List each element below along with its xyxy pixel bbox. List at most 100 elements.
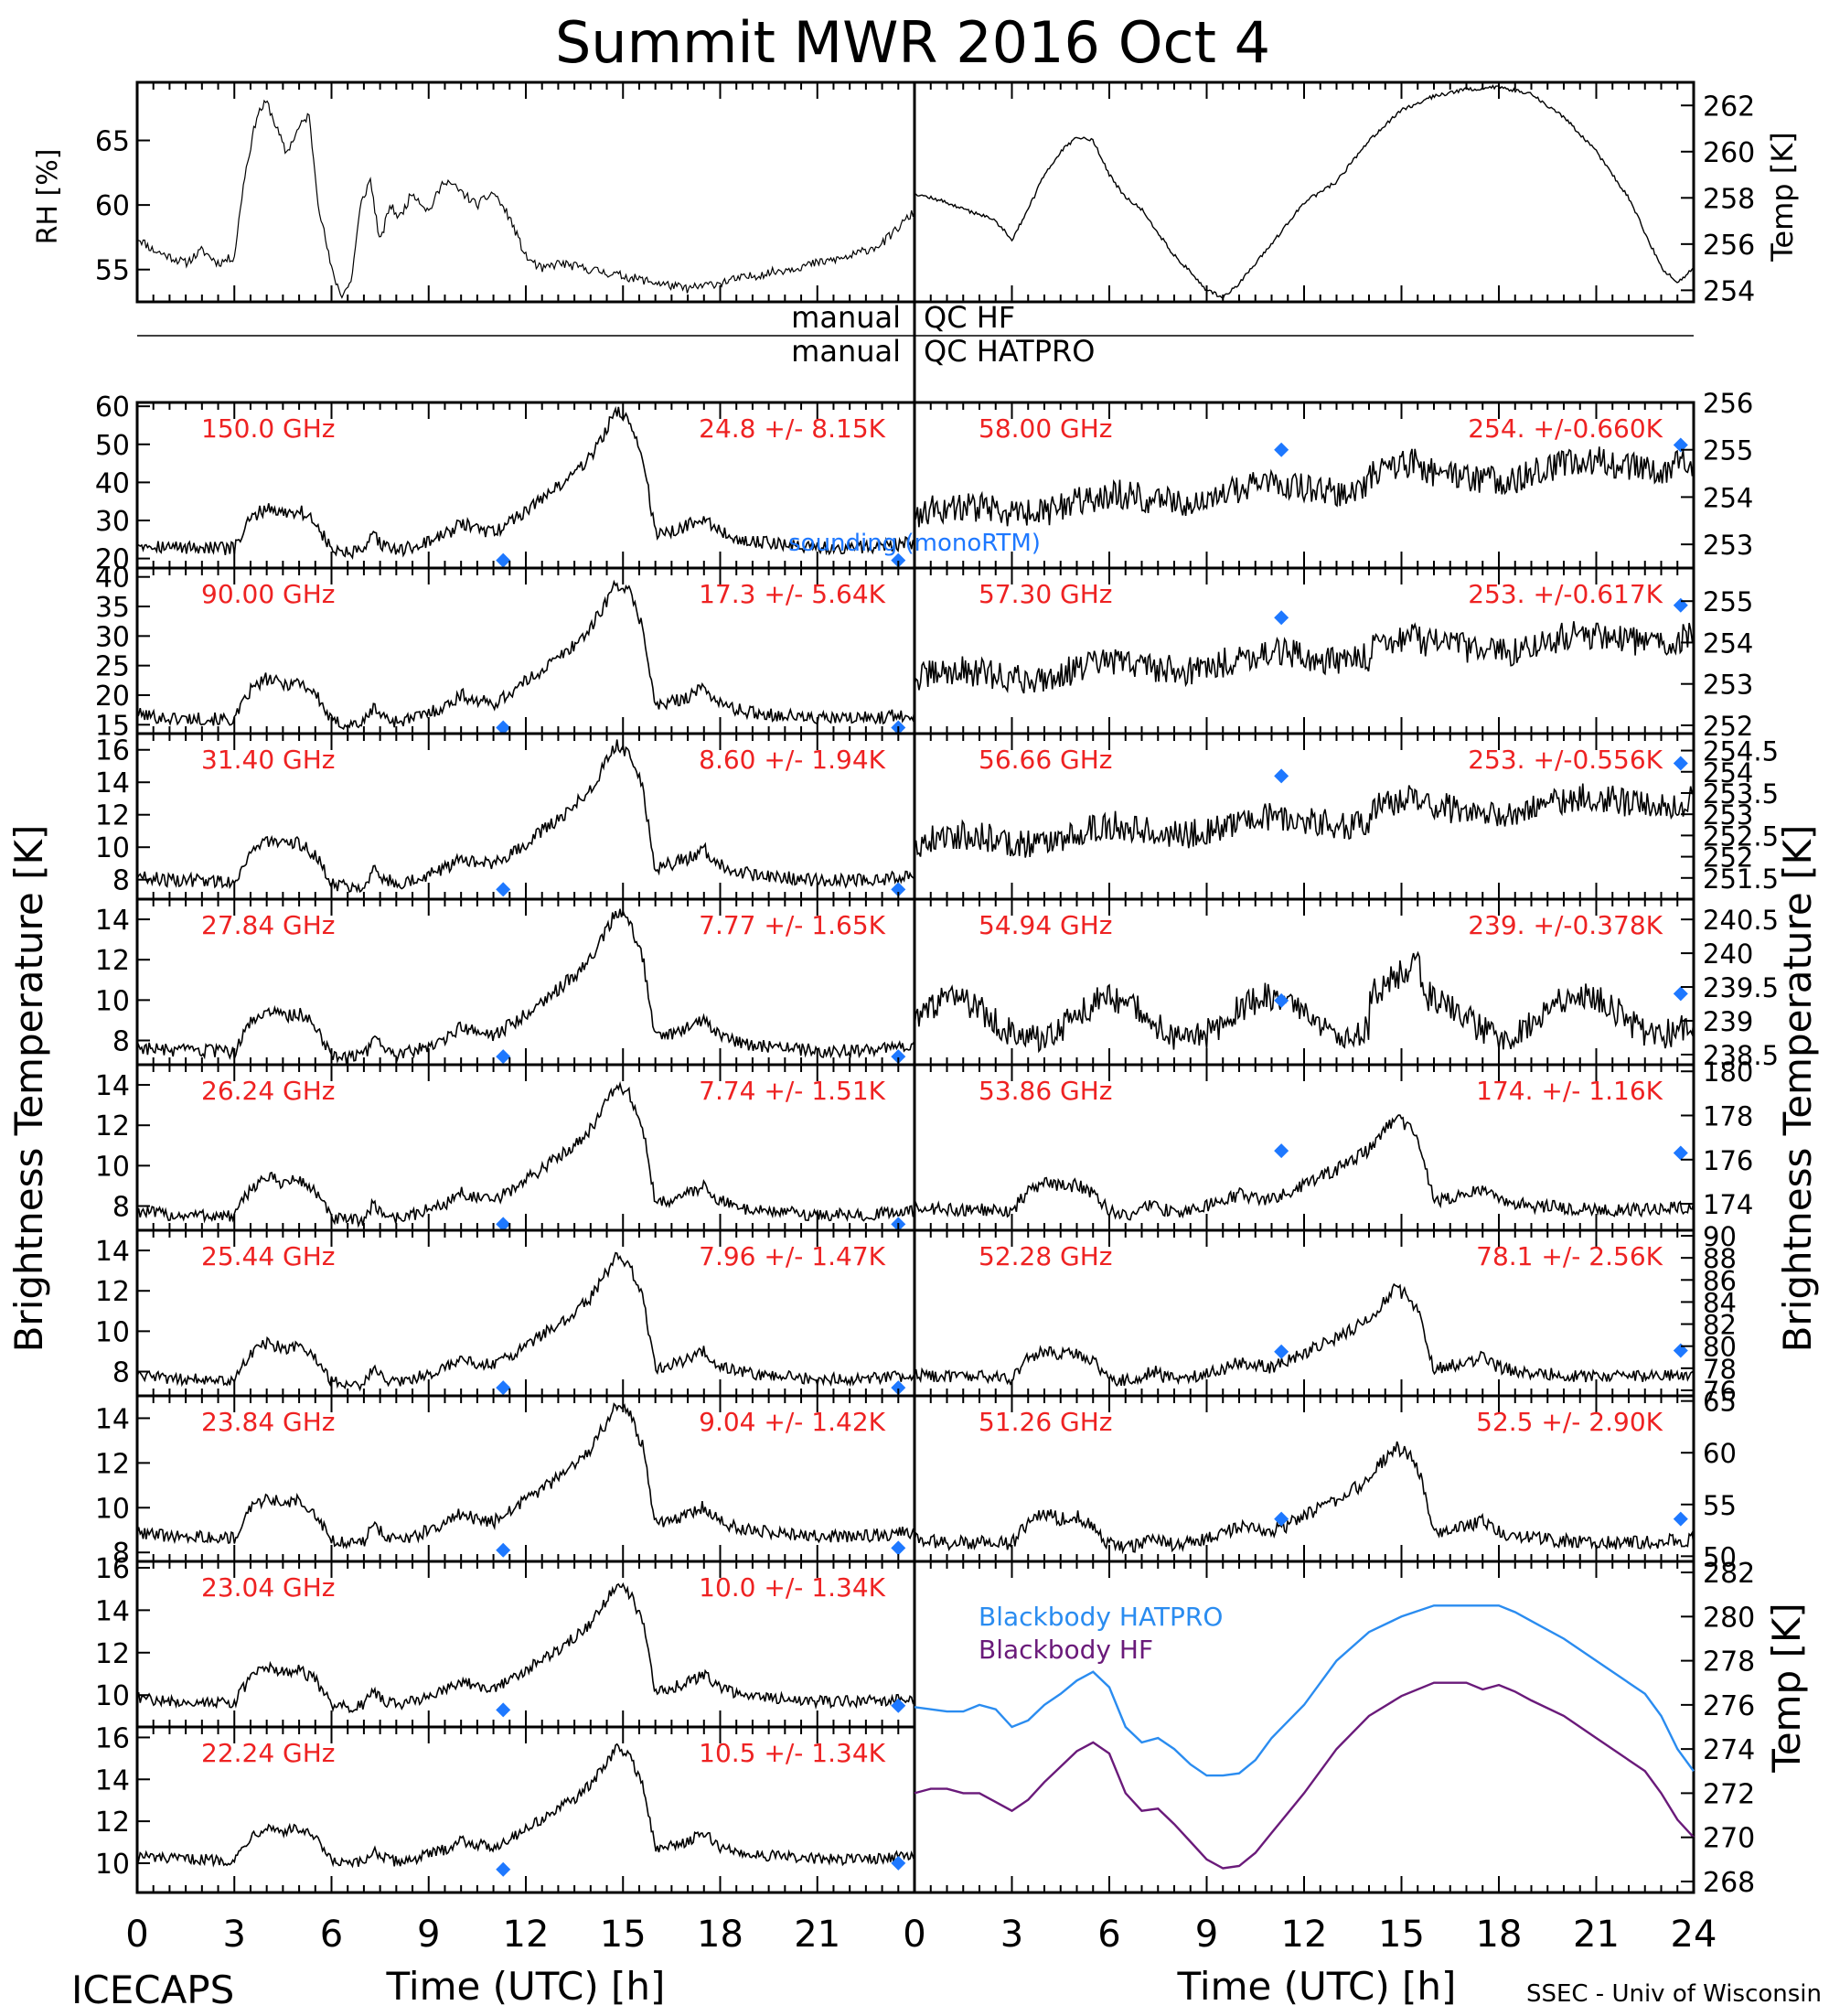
footer-right: SSEC - Univ of Wisconsin <box>1526 1980 1822 2008</box>
left-panel-2-frequency: 31.40 GHz <box>201 745 336 775</box>
right-panel-0-sounding-point <box>1274 442 1289 457</box>
right-panel-3-ytick-label: 240.5 <box>1703 905 1779 936</box>
left-panel-0-ytick-label: 20 <box>95 544 130 576</box>
left-panel-1-ytick-label: 35 <box>95 592 130 624</box>
left-panel-4-trace <box>136 1080 915 1228</box>
right-panel-5-ytick-label: 88 <box>1703 1243 1737 1274</box>
rh-ytick-label: 55 <box>95 255 130 287</box>
right-panel-2-frequency: 56.66 GHz <box>979 745 1113 775</box>
left-panel-2-ytick-label: 12 <box>95 800 130 832</box>
left-panel-1-trace <box>136 579 915 731</box>
qc-hf-label: QC HF <box>924 300 1015 335</box>
right-panel-1-ytick-label: 253 <box>1703 670 1753 701</box>
blackbody-hatpro-line <box>914 1604 1695 1777</box>
temp-top-ytick-label: 260 <box>1703 137 1755 169</box>
xtick-label-left: 0 <box>125 1914 148 1956</box>
undefined <box>914 1114 1695 1221</box>
right-panel-5-ytick-label: 78 <box>1703 1354 1737 1385</box>
right-panel-5-stat: 78.1 +/- 2.56K <box>1476 1241 1663 1271</box>
left-panel-4-stat: 7.74 +/- 1.51K <box>699 1076 885 1106</box>
right-panel-2-ytick-label: 253.5 <box>1703 778 1779 810</box>
left-panel-3-ytick-label: 8 <box>112 1026 130 1058</box>
right-panel-4-ytick-label: 180 <box>1703 1056 1753 1088</box>
right-panel-1-sounding-point <box>1673 597 1688 613</box>
left-panel-5-frequency: 25.44 GHz <box>201 1241 336 1271</box>
left-panel-2-ytick-label: 16 <box>95 735 130 767</box>
xtick-label-left: 9 <box>417 1914 440 1956</box>
xtick-label-left: 6 <box>320 1914 343 1956</box>
right-panel-3-frequency: 54.94 GHz <box>979 910 1113 940</box>
rh-line <box>136 99 915 299</box>
left-panel-7-ytick-label: 12 <box>95 1638 130 1670</box>
undefined <box>914 1441 1695 1555</box>
right-panel-2-ytick-label: 252 <box>1703 842 1753 874</box>
left-panel-0-ytick-label: 40 <box>95 467 130 499</box>
qc-manual-hf: manual <box>791 300 901 335</box>
left-panel-5-ytick-label: 14 <box>95 1236 130 1268</box>
right-panel-2-sounding-point <box>1673 756 1688 771</box>
right-panel-5-ytick-label: 76 <box>1703 1376 1737 1407</box>
undefined <box>914 621 1694 694</box>
brightness-left-axis-label: Brightness Temperature [K] <box>6 825 51 1353</box>
left-panel-4-ytick-label: 14 <box>95 1070 130 1102</box>
undefined <box>914 446 1695 528</box>
left-panel-4-sounding-point <box>496 1217 511 1232</box>
right-panel-1-ytick-label: 255 <box>1703 586 1753 617</box>
right-panel-2-ytick-label: 253 <box>1703 799 1753 831</box>
right-panel-2-ytick-label: 252.5 <box>1703 820 1779 852</box>
right-panel-5-ytick-label: 80 <box>1703 1332 1737 1363</box>
xtick-label-right: 0 <box>903 1914 925 1956</box>
left-panel-1-ytick-label: 15 <box>95 710 130 742</box>
right-panel-3-ytick-label: 239 <box>1703 1006 1753 1037</box>
left-panel-7-ytick-label: 10 <box>95 1680 130 1712</box>
right-panel-0-sounding-point <box>1673 437 1688 453</box>
left-panel-7-trace <box>136 1582 915 1714</box>
left-panel-8-stat: 10.5 +/- 1.34K <box>699 1738 885 1768</box>
right-panel-5-ytick-label: 86 <box>1703 1265 1737 1296</box>
blackbody-hf-line <box>914 1681 1695 1870</box>
right-panel-1-ytick-label: 254 <box>1703 627 1753 659</box>
legend-blackbody-hatpro: Blackbody HATPRO <box>979 1602 1223 1632</box>
temp-top-ytick-label: 254 <box>1703 275 1755 307</box>
left-panel-5-sounding-point <box>891 1380 906 1396</box>
left-panel-4-ytick-label: 12 <box>95 1110 130 1142</box>
right-panel-6-ytick-label: 55 <box>1703 1490 1737 1521</box>
xtick-label-right: 21 <box>1573 1914 1620 1956</box>
qc-hatpro-label: QC HATPRO <box>924 334 1095 369</box>
temp-top-axis-label: Temp [K] <box>1765 132 1800 262</box>
temp-top-ytick-label: 258 <box>1703 183 1755 215</box>
right-panel-3-ytick-label: 239.5 <box>1703 972 1779 1003</box>
right-panel-3-sounding-point <box>1274 992 1289 1008</box>
left-panel-6-sounding-point <box>891 1540 906 1556</box>
undefined <box>914 1282 1695 1388</box>
left-panel-3-sounding-point <box>891 1049 906 1065</box>
left-panel-2-sounding-point <box>496 882 511 897</box>
blackbody-ytick-label: 270 <box>1703 1823 1755 1855</box>
left-panel-7-frequency: 23.04 GHz <box>201 1572 336 1603</box>
left-panel-0-ytick-label: 60 <box>95 391 130 424</box>
temp-bottom-axis-label: Temp [K] <box>1764 1603 1809 1774</box>
left-panel-6-ytick-label: 12 <box>95 1448 130 1480</box>
left-panel-8-ytick-label: 14 <box>95 1764 130 1796</box>
right-panel-0-frequency: 58.00 GHz <box>979 413 1113 444</box>
right-panel-1-frequency: 57.30 GHz <box>979 579 1113 609</box>
right-panel-5-frequency: 52.28 GHz <box>979 1241 1113 1271</box>
right-panel-6-stat: 52.5 +/- 2.90K <box>1476 1407 1663 1437</box>
footer-left: ICECAPS <box>71 1968 234 2012</box>
left-panel-1-frequency: 90.00 GHz <box>201 579 336 609</box>
right-panel-0-stat: 254. +/-0.660K <box>1468 413 1663 444</box>
left-panel-1-ytick-label: 40 <box>95 563 130 595</box>
chart-title: Summit MWR 2016 Oct 4 <box>555 9 1270 76</box>
temp-top-line <box>914 84 1695 300</box>
undefined <box>914 783 1695 858</box>
xtick-label-left: 3 <box>223 1914 246 1956</box>
left-panel-1-ytick-label: 20 <box>95 681 130 713</box>
right-panel-6-sounding-point <box>1274 1511 1289 1527</box>
right-panel-6-ytick-label: 50 <box>1703 1541 1737 1572</box>
right-panel-1-ytick-label: 252 <box>1703 711 1753 742</box>
blackbody-ytick-label: 272 <box>1703 1778 1755 1810</box>
right-panel-6-ytick-label: 60 <box>1703 1438 1737 1469</box>
rh-ytick-label: 60 <box>95 190 130 222</box>
left-panel-3-stat: 7.77 +/- 1.65K <box>699 910 885 940</box>
right-panel-5-ytick-label: 82 <box>1703 1310 1737 1341</box>
